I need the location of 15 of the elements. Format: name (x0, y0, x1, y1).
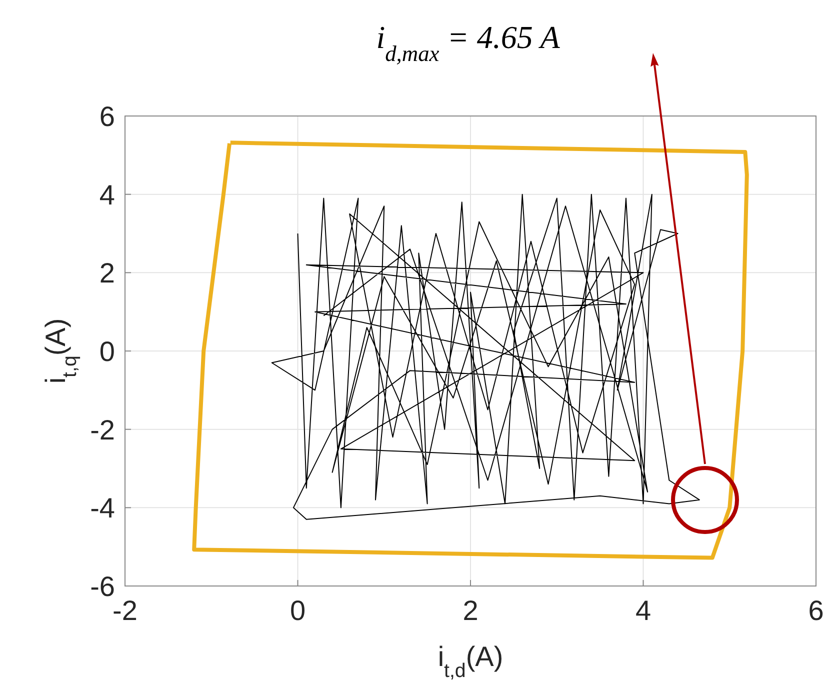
y-tick-label: 2 (99, 258, 115, 289)
y-tick-label: 6 (99, 101, 115, 132)
line-series (271, 194, 700, 520)
x-tick-label: 6 (808, 595, 824, 626)
x-tick-label: 0 (290, 595, 306, 626)
y-tick-label: 0 (99, 336, 115, 367)
y-tick-label: -6 (90, 571, 115, 602)
text: i$_{d,max}$ = 4.65 A (376, 19, 560, 66)
line-series (192, 140, 749, 560)
x-tick-label: 2 (462, 595, 478, 626)
x-axis-title: i$_{t,d}$(A) (438, 641, 504, 682)
y-tick-label: -4 (90, 492, 115, 524)
y-tick-label: 4 (99, 179, 115, 210)
y-tick-label: -2 (90, 414, 115, 446)
x-tick-label: 4 (635, 595, 652, 626)
